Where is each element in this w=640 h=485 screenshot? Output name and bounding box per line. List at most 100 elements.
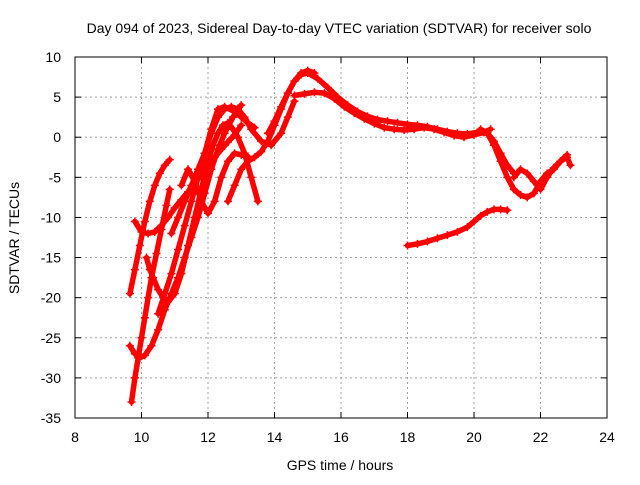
data-point (380, 123, 389, 132)
data-point (523, 169, 532, 178)
y-tick-label: -35 (41, 410, 61, 426)
data-point (496, 205, 505, 214)
data-point (549, 163, 558, 172)
series-line (225, 67, 318, 205)
data-point (237, 121, 246, 130)
data-point (483, 129, 492, 138)
x-tick-label: 16 (333, 429, 349, 445)
y-tick-label: -10 (41, 209, 61, 225)
data-point (140, 351, 149, 360)
y-tick-label: 0 (53, 129, 61, 145)
data-point (243, 118, 252, 127)
data-point (200, 149, 209, 158)
data-point (330, 94, 339, 103)
data-point (350, 109, 359, 118)
data-point (230, 107, 239, 116)
data-point (413, 239, 422, 248)
data-point (483, 207, 492, 216)
data-point (177, 181, 186, 190)
data-point (263, 137, 272, 146)
data-point (443, 231, 452, 240)
data-point (463, 223, 472, 232)
x-tick-label: 24 (599, 429, 615, 445)
data-point (208, 141, 217, 150)
data-point (180, 221, 189, 230)
data-point (476, 125, 485, 134)
data-point (144, 293, 153, 302)
x-tick-label: 18 (400, 429, 416, 445)
data-point (162, 201, 171, 210)
data-point (536, 185, 545, 194)
data-point (509, 185, 518, 194)
data-point (130, 349, 139, 358)
data-point (400, 126, 409, 135)
data-point (217, 145, 226, 154)
data-point (228, 125, 237, 134)
data-point (220, 102, 229, 111)
data-point (529, 177, 538, 186)
data-point (297, 70, 306, 79)
data-point (184, 241, 193, 250)
data-point (145, 197, 154, 206)
series-plus-markers (513, 154, 568, 192)
data-point (430, 125, 439, 134)
data-point (450, 131, 459, 140)
data-point (247, 173, 256, 182)
data-point (154, 285, 163, 294)
x-tick-label: 10 (134, 429, 150, 445)
data-point (125, 341, 134, 350)
data-point (237, 150, 246, 159)
data-point (165, 185, 174, 194)
data-point (145, 265, 154, 274)
data-point (170, 203, 179, 212)
data-point (509, 173, 518, 182)
data-point (167, 269, 176, 278)
data-point (180, 197, 189, 206)
data-point (223, 157, 232, 166)
data-point (160, 161, 169, 170)
data-point (476, 211, 485, 220)
x-tick-label: 20 (466, 429, 482, 445)
data-point (127, 397, 136, 406)
data-point (420, 123, 429, 132)
data-point (237, 113, 246, 122)
data-point (283, 89, 292, 98)
x-tick-label: 8 (71, 429, 79, 445)
data-point (150, 181, 159, 190)
series-trace-e (142, 118, 262, 306)
series-line (404, 206, 511, 249)
data-point (496, 157, 505, 166)
data-point (237, 101, 246, 110)
y-tick-label: -5 (49, 169, 62, 185)
grid-lines (75, 57, 607, 418)
data-point (390, 125, 399, 134)
data-point (440, 128, 449, 137)
data-point (213, 105, 222, 114)
data-point (370, 119, 379, 128)
axis-ticks: 8 10 12 14 16 18 20 22 24 10 5 0 -5 -10 -15 -20 -25 -30 -3… (41, 49, 615, 445)
data-point (563, 150, 572, 159)
x-tick-label: 22 (533, 429, 549, 445)
series-trace-h (177, 149, 252, 218)
series-trace-g (167, 102, 259, 238)
data-point (165, 155, 174, 164)
data-point (230, 181, 239, 190)
data-point (277, 102, 286, 111)
plot-frame (74, 56, 608, 419)
y-tick-label: 5 (53, 89, 61, 105)
data-point (263, 129, 272, 138)
data-point (470, 130, 478, 139)
data-point (160, 289, 169, 298)
y-tick-label: -25 (41, 330, 61, 346)
series-line (265, 70, 517, 177)
data-point (140, 217, 149, 226)
data-point (543, 173, 552, 182)
data-point (167, 229, 176, 238)
data-point (529, 189, 538, 198)
data-point (228, 113, 237, 122)
y-tick-label: 10 (45, 49, 61, 65)
data-point (164, 213, 173, 222)
data-point (250, 123, 259, 132)
data-point (433, 234, 442, 243)
data-point (320, 89, 329, 98)
